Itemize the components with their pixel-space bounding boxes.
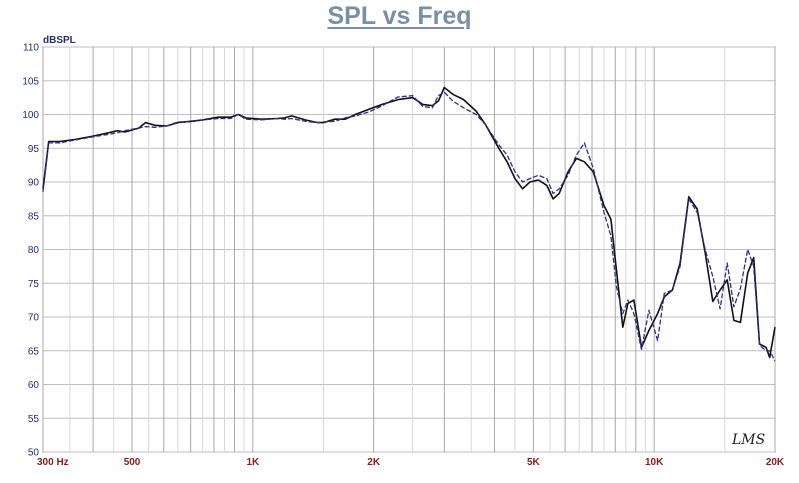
x-tick-label: 20K [766, 457, 785, 468]
y-tick-label: 90 [28, 178, 40, 189]
y-tick-label: 100 [22, 110, 39, 121]
series-lines [42, 86, 776, 362]
y-tick-label: 55 [28, 414, 40, 425]
y-tick-label: 80 [28, 245, 40, 256]
series-line-2 [42, 91, 776, 362]
y-tick-label: 70 [28, 313, 40, 324]
grid [42, 46, 776, 453]
x-tick-label: 10K [645, 457, 664, 468]
y-tick-label: 85 [28, 211, 40, 222]
y-axis-ticks: 110 105 100 95 90 85 80 75 70 65 60 55 50 [22, 43, 39, 459]
x-tick-label: 500 [124, 457, 141, 468]
x-tick-label: 5K [527, 457, 541, 468]
y-tick-label: 95 [28, 144, 40, 155]
y-tick-label: 60 [28, 380, 40, 391]
y-tick-label: 110 [23, 43, 39, 54]
y-tick-label: 50 [28, 448, 40, 459]
x-tick-label: 300 Hz [37, 457, 69, 468]
y-tick-label: 65 [28, 346, 40, 357]
y-tick-label: 75 [28, 279, 40, 290]
x-tick-label: 2K [367, 457, 381, 468]
lms-watermark: LMS [731, 432, 765, 448]
x-axis-ticks: 300 Hz 500 1K 2K 5K 10K 20K [37, 457, 785, 468]
y-axis-label: dBSPL [43, 35, 76, 46]
x-tick-label: 1K [246, 457, 260, 468]
chart-title: SPL vs Freq [327, 2, 472, 30]
y-tick-label: 105 [22, 76, 39, 87]
